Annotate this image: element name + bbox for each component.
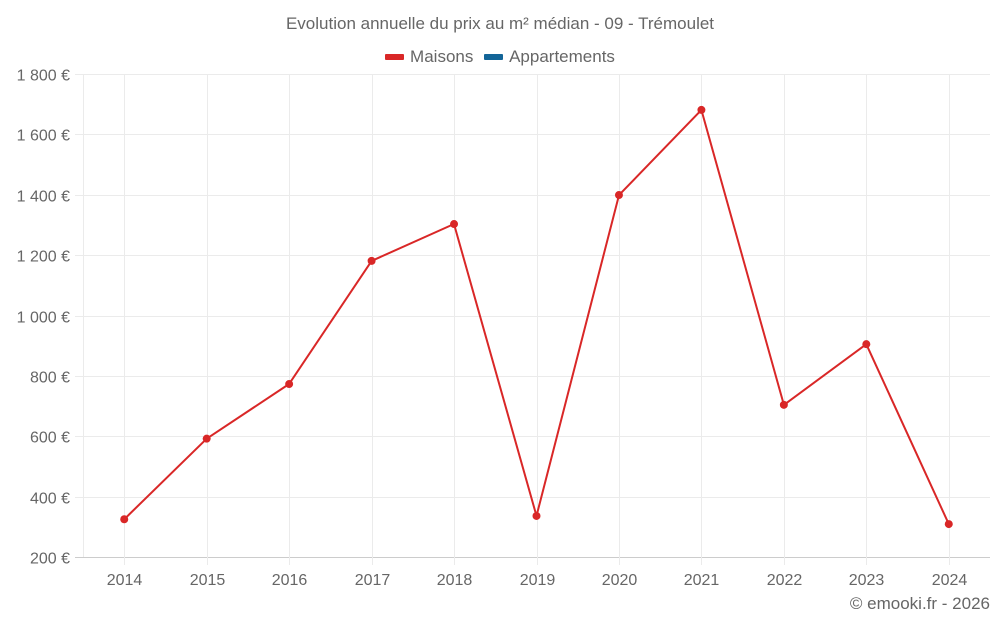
y-tick-label: 1 600 € [17,128,70,145]
x-tick-label: 2019 [520,572,556,589]
legend: Maisons Appartements [0,45,1000,67]
data-point[interactable] [120,515,129,524]
x-tick-label: 2018 [437,572,473,589]
chart-title: Evolution annuelle du prix au m² médian … [285,14,715,33]
y-tick-label: 800 € [30,370,70,387]
data-point[interactable] [202,434,211,443]
y-tick-label: 1 400 € [17,189,70,206]
data-point[interactable] [285,380,294,389]
y-tick-label: 400 € [30,491,70,508]
data-point[interactable] [367,256,376,265]
y-tick-label: 600 € [30,430,70,447]
legend-item-maisons[interactable]: Maisons [385,47,473,67]
legend-swatch-appartements [484,54,504,60]
x-tick-label: 2024 [932,572,968,589]
y-tick-label: 1 800 € [17,68,70,85]
x-tick-label: 2020 [602,572,638,589]
y-tick-label: 1 200 € [17,249,70,266]
data-point[interactable] [532,511,541,520]
legend-label-appartements: Appartements [509,47,615,66]
x-tick-label: 2016 [272,572,308,589]
data-point[interactable] [450,220,459,229]
x-tick-label: 2023 [849,572,885,589]
x-tick-label: 2017 [355,572,391,589]
x-tick-label: 2021 [684,572,720,589]
y-tick-label: 200 € [30,551,70,568]
data-point[interactable] [944,520,953,529]
credit: © emooki.fr - 2026 [849,594,990,613]
data-point[interactable] [862,340,871,349]
x-tick-label: 2015 [190,572,226,589]
x-tick-label: 2022 [767,572,803,589]
legend-swatch-maisons [385,54,405,60]
data-point[interactable] [779,400,788,409]
legend-item-appartements[interactable]: Appartements [484,47,615,67]
y-tick-label: 1 000 € [17,310,70,327]
x-tick-label: 2014 [107,572,143,589]
data-point[interactable] [614,191,623,200]
data-point[interactable] [697,105,706,114]
legend-label-maisons: Maisons [410,47,474,66]
